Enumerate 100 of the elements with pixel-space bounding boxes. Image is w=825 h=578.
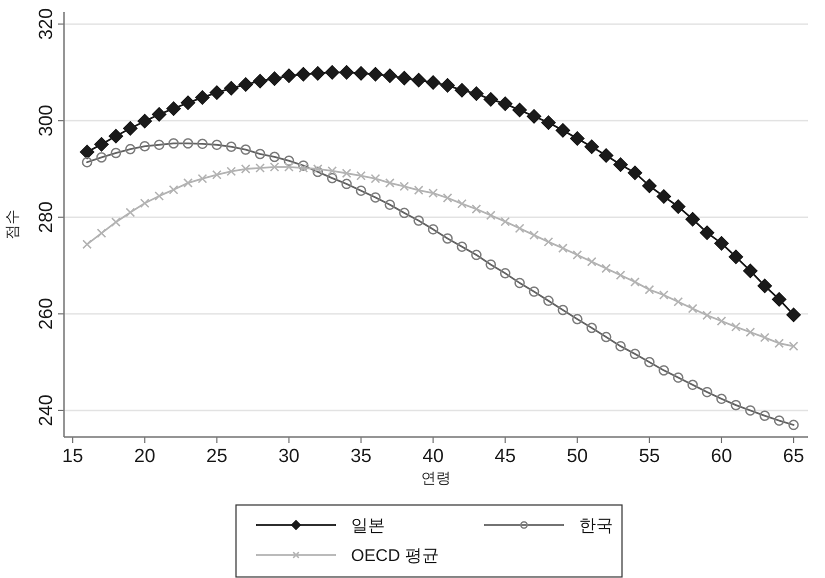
point	[440, 78, 456, 93]
point	[540, 115, 556, 130]
point	[656, 188, 672, 204]
point	[326, 172, 338, 184]
x-tick-label: 45	[494, 446, 516, 467]
point	[558, 243, 568, 253]
y-tick-label: 320	[36, 8, 57, 40]
point	[183, 178, 193, 188]
point	[428, 188, 438, 198]
point	[615, 340, 626, 352]
point	[209, 85, 224, 100]
x-axis-title: 연령	[421, 470, 451, 487]
point	[82, 156, 92, 168]
point	[154, 140, 164, 150]
point	[198, 174, 208, 184]
point	[384, 199, 396, 210]
point	[788, 341, 798, 351]
point	[194, 90, 210, 105]
point	[498, 96, 513, 112]
y-tick-label: 240	[36, 394, 57, 426]
x-tick-label: 20	[134, 446, 156, 467]
point	[197, 138, 208, 150]
point	[514, 224, 524, 234]
point	[152, 106, 167, 122]
x-tick-label: 15	[62, 446, 84, 467]
point	[586, 256, 596, 266]
point	[613, 157, 628, 172]
x-tick-label: 65	[783, 446, 804, 467]
x-tick-label: 30	[278, 446, 300, 467]
y-tick-label: 280	[36, 201, 57, 234]
point	[500, 216, 510, 226]
point	[601, 264, 611, 274]
point	[483, 92, 498, 107]
point	[226, 141, 237, 152]
legend-label: OECD 평균	[351, 546, 439, 565]
point	[122, 120, 138, 136]
point	[182, 138, 194, 149]
point	[385, 178, 395, 188]
point	[354, 66, 369, 81]
point	[125, 144, 136, 154]
point	[212, 170, 222, 180]
point	[94, 136, 109, 152]
legend-label: 한국	[579, 516, 613, 535]
point	[399, 208, 410, 218]
point	[600, 332, 612, 342]
x-tick-label: 40	[422, 446, 444, 467]
point	[486, 259, 496, 270]
point	[154, 191, 164, 201]
point	[742, 263, 758, 278]
point	[526, 108, 542, 124]
point	[370, 192, 381, 203]
y-axis-title: 점수	[4, 210, 21, 240]
point	[471, 250, 482, 260]
point	[772, 292, 787, 307]
point	[757, 278, 772, 294]
point	[555, 122, 570, 138]
point	[139, 141, 150, 152]
point	[716, 316, 726, 326]
point	[731, 322, 741, 332]
point	[514, 278, 525, 288]
point	[774, 415, 784, 426]
point	[252, 74, 268, 89]
point	[658, 365, 670, 376]
point	[616, 270, 626, 280]
point	[672, 372, 684, 383]
point	[168, 138, 179, 149]
point	[659, 290, 669, 300]
point	[356, 185, 366, 196]
point	[370, 174, 380, 184]
point	[572, 314, 583, 324]
point	[312, 166, 324, 178]
point	[468, 86, 484, 102]
y-tick-label: 300	[36, 104, 57, 137]
point	[688, 304, 698, 314]
point	[627, 165, 642, 180]
point	[730, 400, 742, 410]
point	[281, 68, 296, 84]
point	[313, 164, 323, 174]
point	[500, 268, 510, 279]
point	[586, 322, 597, 334]
point	[598, 148, 614, 163]
point	[82, 240, 92, 250]
point	[714, 236, 729, 251]
point	[426, 75, 441, 90]
point	[442, 233, 453, 244]
point	[774, 338, 784, 348]
point	[528, 286, 540, 297]
point	[670, 199, 686, 214]
point	[267, 71, 282, 86]
point	[284, 162, 294, 172]
point	[342, 168, 352, 178]
x-tick-label: 25	[206, 446, 228, 467]
point	[140, 198, 150, 208]
point	[414, 185, 424, 195]
point	[240, 164, 250, 174]
point	[137, 114, 152, 129]
point	[454, 82, 470, 98]
point	[270, 162, 280, 172]
point	[254, 148, 266, 160]
legend-label: 일본	[351, 516, 385, 535]
